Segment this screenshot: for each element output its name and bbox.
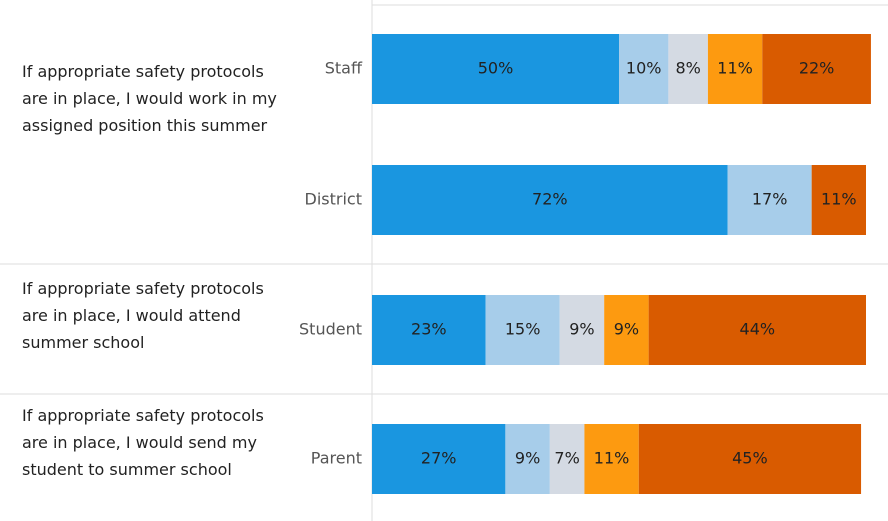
value-label: 8%: [675, 59, 700, 78]
value-label: 11%: [717, 59, 753, 78]
question-label: If appropriate safety protocols are in p…: [22, 406, 264, 479]
question-label: If appropriate safety protocols are in p…: [22, 62, 277, 135]
bar-segment: [485, 295, 560, 365]
bar-segment: [559, 295, 605, 365]
value-label: 15%: [505, 320, 541, 339]
question-label: If appropriate safety protocols are in p…: [22, 279, 264, 352]
value-label: 9%: [569, 320, 594, 339]
bar-segment: [505, 424, 550, 494]
bar-segment: [762, 34, 871, 104]
bar-segment: [811, 165, 866, 235]
value-label: 11%: [821, 190, 857, 209]
bar-segment: [668, 34, 708, 104]
bar-segment: [727, 165, 812, 235]
value-label: 27%: [421, 449, 457, 468]
value-label: 50%: [478, 59, 514, 78]
value-label: 11%: [594, 449, 630, 468]
value-label: 72%: [532, 190, 568, 209]
bar-segment: [604, 295, 649, 365]
value-label: 22%: [799, 59, 835, 78]
category-label: District: [305, 190, 362, 209]
bar-segment: [372, 165, 728, 235]
bar-segment: [584, 424, 639, 494]
value-label: 17%: [752, 190, 788, 209]
bar-segment: [549, 424, 585, 494]
category-label: Staff: [325, 59, 363, 78]
bar-segment: [638, 424, 862, 494]
value-label: 45%: [732, 449, 768, 468]
bar-segment: [372, 424, 506, 494]
category-label: Student: [299, 320, 362, 339]
category-label: Parent: [311, 449, 362, 468]
bar-segment: [372, 34, 619, 104]
value-label: 10%: [626, 59, 662, 78]
value-label: 9%: [614, 320, 639, 339]
value-label: 44%: [740, 320, 776, 339]
bar-segment: [619, 34, 669, 104]
value-label: 23%: [411, 320, 447, 339]
value-label: 7%: [554, 449, 579, 468]
bar-segment: [707, 34, 763, 104]
bar-segment: [648, 295, 866, 365]
value-label: 9%: [515, 449, 540, 468]
bar-segment: [372, 295, 486, 365]
